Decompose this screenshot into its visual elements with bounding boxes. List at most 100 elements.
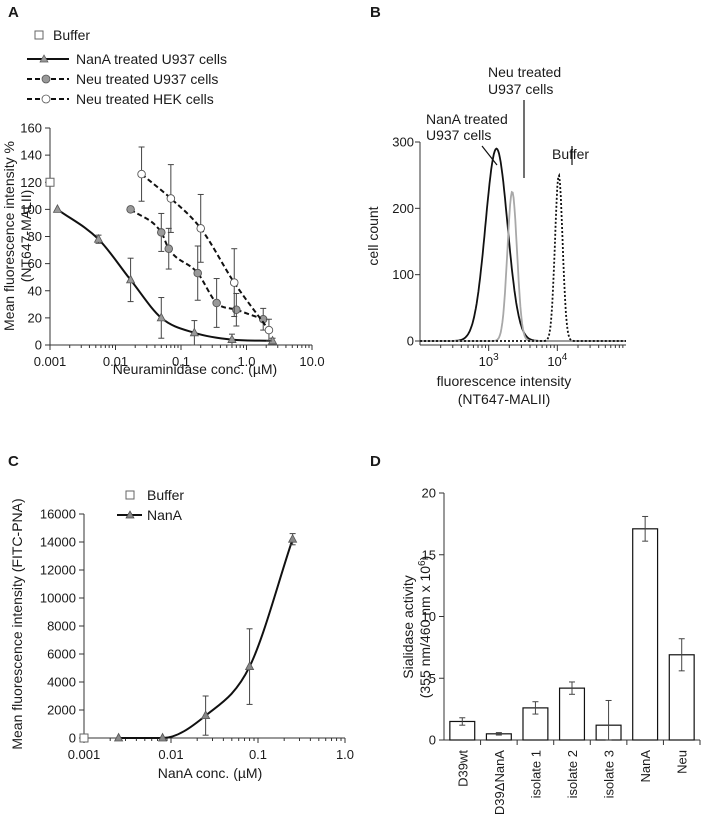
panel-c-series-0-point: [79, 733, 89, 743]
legend-neu-u937-marker: [41, 74, 51, 84]
panel-c: C Mean fluorescence intensity (FITC-PNA)…: [8, 453, 354, 781]
panel-c-series-1-point: [287, 533, 298, 543]
panel-a-series-1-point: [227, 334, 237, 343]
panel-a-y-tick-label: 120: [20, 175, 42, 190]
panel-b-ylabel: cell count: [365, 206, 381, 265]
panel-b-nana-annotation-1: NanA treated: [426, 111, 508, 127]
panel-d-plot: 0 5 10 15 20 D39wt D39ΔNanA isolate 1 isolate 2 i…: [422, 486, 701, 815]
panel-a-legend: Buffer NanA treated U937 cells Neu treat…: [27, 27, 227, 107]
legend-neu-hek-label: Neu treated HEK cells: [76, 91, 214, 107]
panel-c-y-tick-label: 4000: [47, 675, 76, 690]
panel-a-series-1-point: [267, 335, 278, 345]
panel-c-y-tick-label: 12000: [40, 563, 76, 578]
panel-c-xlabel: NanA conc. (µM): [158, 765, 263, 781]
panel-a-series-1-point: [52, 204, 63, 213]
panel-b-y-tick-label: 0: [407, 334, 414, 349]
panel-a-y-tick-label: 20: [28, 310, 42, 325]
panel-d-y-tick-label: 15: [422, 547, 436, 562]
panel-c-x-tick-label: 0.001: [68, 747, 101, 762]
panel-a-series-2-line: [129, 208, 264, 321]
panel-b-y-tick-label: 100: [392, 267, 414, 282]
panel-a-series-1-point: [93, 233, 104, 243]
panel-c-y-tick-label: 6000: [47, 647, 76, 662]
legend-c-nana-label: NanA: [147, 507, 183, 523]
panel-c-legend: Buffer NanA: [117, 487, 184, 523]
panel-d-bar: [558, 687, 586, 741]
panel-d-y-tick-label: 5: [429, 671, 436, 686]
panel-a-x-tick-label: 10.0: [299, 354, 324, 369]
panel-a-series-2-point: [212, 298, 221, 308]
panel-d-ylabel-1: Sialidase activity: [400, 575, 416, 679]
panel-a-series-1-point: [125, 274, 136, 284]
panel-a-x-tick-label: 0.001: [34, 354, 67, 369]
panel-b-xlabel-2: (NT647-MALII): [458, 391, 551, 407]
panel-d-ylabel-2-main: (355 nm/460 nm x 10: [417, 566, 433, 699]
panel-c-y-tick-label: 2000: [47, 703, 76, 718]
panel-c-plot: 0.001 0.01 0.1 1.0 0 2000 4000 6000 8000 10000 120…: [40, 507, 354, 763]
panel-b-buffer-annotation: Buffer: [552, 146, 589, 162]
tick-exponent: 3: [493, 352, 499, 363]
panel-a: A Buffer NanA treated U937 cells Neu tre…: [1, 4, 325, 377]
panel-d-y-tick-label: 20: [422, 486, 436, 501]
panel-a-series-1-point: [156, 312, 166, 322]
panel-a-series-2-point: [232, 305, 241, 314]
panel-b-histogram-2: [420, 172, 626, 342]
panel-a-x-tick-label: 1.0: [237, 354, 255, 369]
panel-c-x-tick-label: 0.1: [249, 747, 267, 762]
panel-a-series-2-point: [164, 244, 173, 253]
panel-c-series-1-point: [113, 732, 124, 742]
panel-d-ylabel-2-sup: 6: [417, 560, 428, 566]
panel-a-ylabel-1: Mean fluorescence intensity %: [1, 141, 17, 331]
legend-c-buffer-marker: [125, 490, 135, 500]
panel-d-category-label: D39wt: [455, 750, 470, 787]
tick-base: 10: [479, 354, 493, 369]
panel-c-x-tick-label: 0.01: [158, 747, 183, 762]
panel-a-x-tick-label: 0.1: [172, 354, 190, 369]
panel-d-category-label: isolate 3: [602, 750, 617, 798]
panel-c-y-tick-label: 8000: [47, 619, 76, 634]
panel-b-x-tick-label: 103: [479, 352, 499, 369]
tick-base: 10: [547, 354, 561, 369]
panel-a-series-2-point: [126, 205, 135, 214]
panel-c-series-1-line: [118, 538, 294, 739]
panel-a-y-tick-label: 140: [20, 148, 42, 163]
panel-a-ylabel-2: (NT647-MALII): [18, 190, 34, 283]
tick-exponent: 4: [562, 352, 568, 363]
panel-c-y-tick-label: 0: [69, 731, 76, 746]
panel-a-xlabel: Neuraminidase conc. (µM): [113, 361, 277, 377]
panel-d-category-label: Neu: [675, 750, 690, 774]
legend-c-buffer-label: Buffer: [147, 487, 184, 503]
panel-a-series-2-point: [157, 228, 166, 237]
panel-a-series-3-point: [166, 194, 176, 203]
panel-d-category-label: isolate 1: [528, 750, 543, 798]
panel-a-plot: 0.001 0.01 0.1 1.0 10.0 0 20 40 60 80 100 120 140 160: [20, 121, 324, 370]
panel-a-series-3-point: [137, 169, 146, 179]
panel-d-ylabel-2: (355 nm/460 nm x 106): [417, 556, 433, 699]
panel-c-x-tick-label: 1.0: [336, 747, 354, 762]
panel-a-y-tick-label: 100: [20, 202, 42, 217]
panel-d-bar: [632, 528, 659, 741]
panel-d-y-tick-label: 10: [422, 609, 436, 624]
panel-a-series-1-point: [189, 327, 200, 337]
panel-a-series-0-point: [45, 177, 55, 187]
legend-nana-marker: [39, 54, 49, 63]
panel-b-letter: B: [370, 4, 381, 21]
panel-b-y-tick-label: 300: [392, 135, 414, 150]
legend-nana-label: NanA treated U937 cells: [76, 51, 227, 67]
panel-b-neu-annotation-1: Neu treated: [488, 64, 561, 80]
panel-a-y-tick-label: 60: [28, 256, 42, 271]
panel-c-series-1-point: [200, 710, 211, 719]
panel-d-category-label: NanA: [638, 750, 653, 783]
panel-b-neu-annotation-2: U937 cells: [488, 81, 553, 97]
legend-c-nana-marker: [125, 510, 135, 519]
panel-b-xlabel-1: fluorescence intensity: [437, 373, 572, 389]
panel-a-y-tick-label: 0: [35, 338, 42, 353]
panel-c-y-tick-label: 10000: [40, 591, 76, 606]
panel-a-series-3-point: [264, 325, 274, 335]
panel-d-y-tick-label: 0: [429, 733, 436, 748]
panel-b-nana-annotation-2: U937 cells: [426, 127, 491, 143]
panel-b-y-tick-label: 200: [392, 201, 414, 216]
panel-c-y-tick-label: 16000: [40, 507, 76, 522]
